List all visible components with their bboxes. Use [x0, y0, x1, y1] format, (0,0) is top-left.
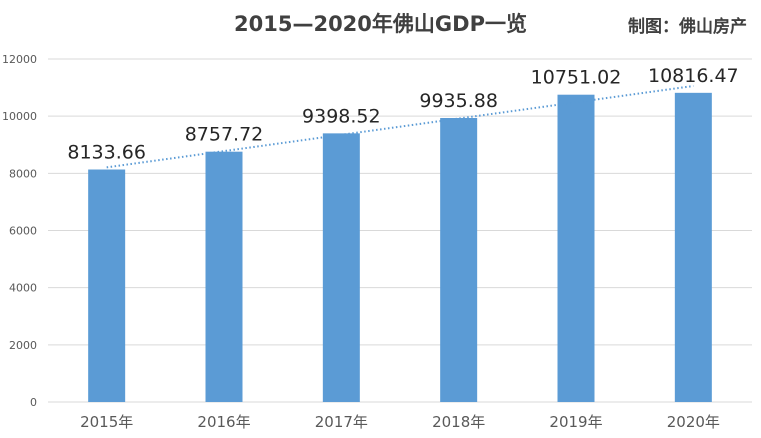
bar: [557, 94, 595, 402]
y-tick-label: 0: [30, 396, 37, 409]
chart-title: 2015—2020年佛山GDP一览: [234, 12, 527, 36]
data-label: 8133.66: [67, 142, 146, 164]
bar: [88, 169, 126, 402]
bars: [88, 92, 712, 403]
x-tick-label: 2020年: [667, 413, 720, 431]
bar: [674, 92, 712, 403]
chart-credit: 制图：佛山房产: [628, 17, 747, 37]
x-tick-label: 2018年: [432, 413, 485, 431]
x-tick-label: 2016年: [197, 413, 250, 431]
x-tick-label: 2019年: [549, 413, 602, 431]
bar: [440, 117, 478, 403]
y-tick-label: 10000: [2, 110, 37, 123]
x-tick-label: 2017年: [315, 413, 368, 431]
y-tick-label: 6000: [9, 225, 37, 238]
y-tick-label: 2000: [9, 339, 37, 352]
bar: [205, 151, 243, 402]
data-label: 10816.47: [648, 65, 739, 87]
x-axis-ticks: 2015年 2016年 2017年 2018年 2019年 2020年: [80, 413, 720, 431]
trendline-path: [106, 84, 694, 169]
data-label: 9935.88: [419, 90, 498, 112]
grid-lines: [48, 58, 752, 403]
y-tick-label: 8000: [9, 167, 37, 180]
data-label: 10751.02: [531, 67, 622, 89]
data-label: 9398.52: [302, 105, 381, 127]
bar: [322, 133, 360, 403]
y-axis-ticks: 0 2000 4000 6000 8000 10000 12000: [2, 53, 37, 409]
y-tick-label: 4000: [9, 282, 37, 295]
data-labels: 8133.66 8757.72 9398.52 9935.88 10751.02 1081…: [67, 65, 738, 164]
data-label: 8757.72: [185, 124, 264, 146]
x-tick-label: 2015年: [80, 413, 133, 431]
y-tick-label: 12000: [2, 53, 37, 66]
trendline: [106, 84, 694, 169]
